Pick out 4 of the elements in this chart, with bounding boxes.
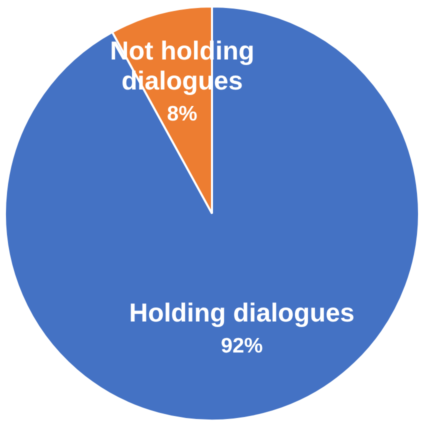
data-label: 92% (220, 334, 264, 358)
slice-label: Holding dialogues (129, 298, 355, 328)
data-label: 8% (166, 102, 198, 126)
pie-slice (4, 6, 420, 422)
